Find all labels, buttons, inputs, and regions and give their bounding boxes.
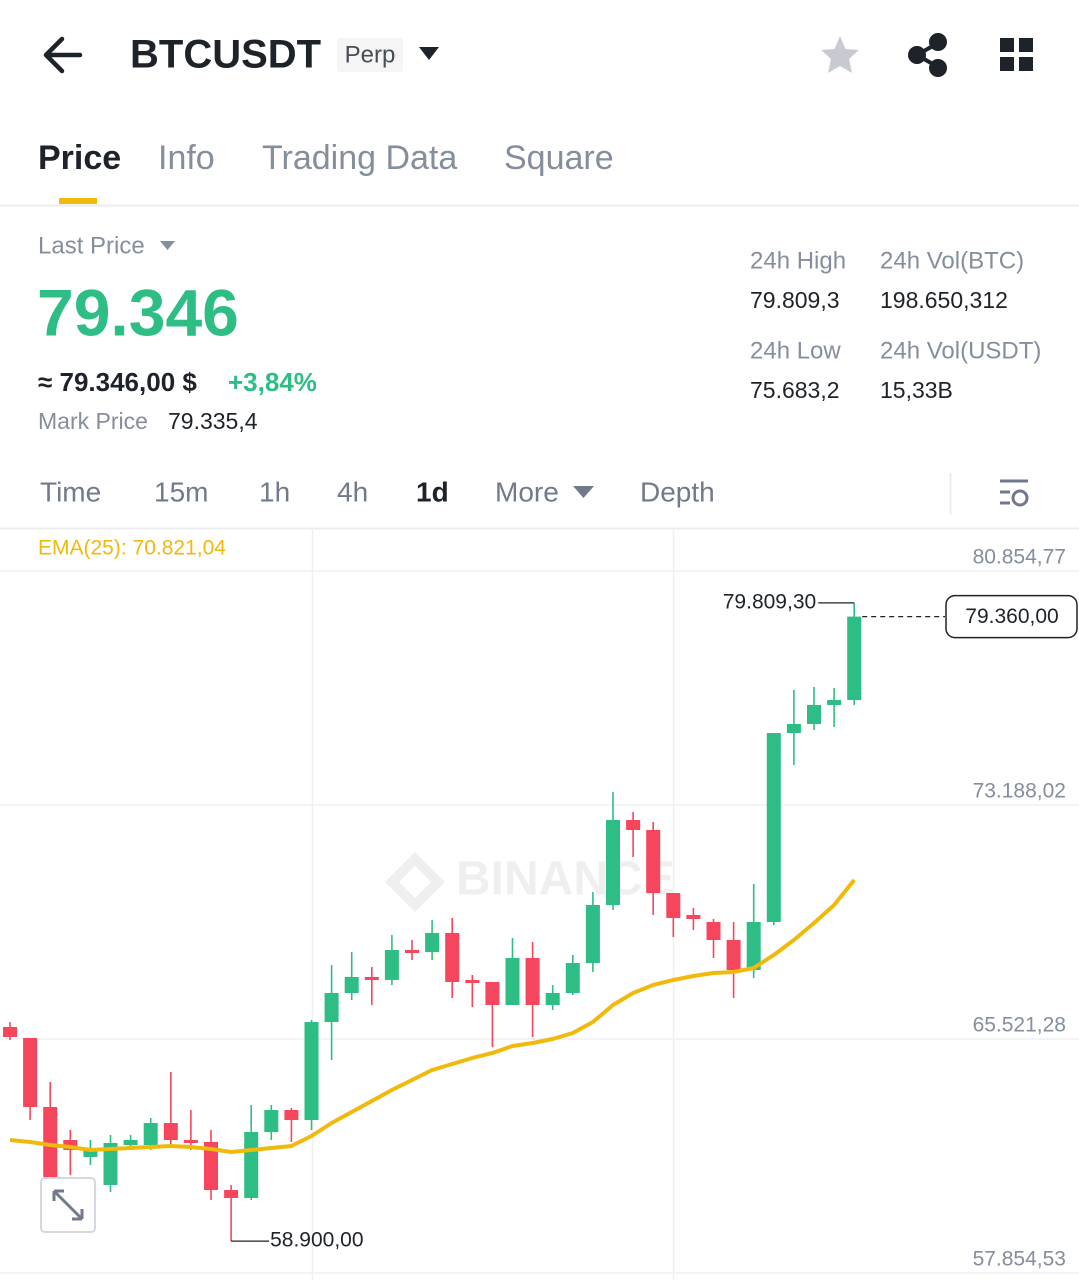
- candle-body: [646, 829, 661, 893]
- menu-button[interactable]: [1000, 38, 1033, 71]
- stat-value: 79.809,3: [750, 287, 840, 313]
- stat-label: 24h Vol(BTC): [880, 247, 1024, 274]
- candle-body: [344, 976, 359, 993]
- candle-body: [425, 933, 440, 952]
- candle-body: [626, 819, 641, 830]
- candle-body: [204, 1141, 218, 1190]
- candle-body: [324, 992, 339, 1023]
- stat-value: 198.650,312: [880, 287, 1008, 313]
- candle-body: [3, 1026, 17, 1037]
- tab[interactable]: Info: [158, 139, 215, 177]
- favorite-button[interactable]: [821, 36, 859, 73]
- ema-label: EMA(25): 70.821,04: [38, 537, 226, 560]
- watermark: BINANCE: [385, 852, 675, 912]
- candle-body: [585, 904, 600, 963]
- candle-body: [264, 1110, 279, 1133]
- symbol-dropdown[interactable]: [419, 47, 439, 60]
- low-label: 58.900,00: [270, 1229, 363, 1252]
- plot: 57.854,53 65.521,28 73.188,02 80.854,77 79.8…: [0, 546, 1079, 1274]
- candle-body: [284, 1110, 299, 1120]
- last-price: 79.346: [37, 275, 239, 349]
- candle-body: [103, 1142, 118, 1185]
- candle-body: [606, 819, 620, 905]
- candle-body: [525, 958, 540, 1006]
- back-button[interactable]: [43, 36, 83, 74]
- candle-body: [163, 1123, 178, 1141]
- share-button[interactable]: [908, 33, 947, 77]
- mark-price: 79.335,4: [168, 408, 258, 434]
- interval[interactable]: More: [495, 476, 559, 507]
- candle-body: [505, 958, 520, 1006]
- candle-body: [706, 921, 721, 940]
- candle-body: [726, 939, 741, 970]
- candle-body: [746, 921, 761, 970]
- y-tick-label: 57.854,53: [973, 1248, 1066, 1271]
- dropdown-caret: [160, 241, 175, 250]
- candle-body: [485, 981, 500, 1006]
- badge: Perp: [345, 41, 396, 68]
- candle-body: [43, 1107, 58, 1177]
- y-tick-label: 73.188,02: [973, 780, 1066, 803]
- candle-body: [847, 616, 862, 701]
- last-price-label[interactable]: Last Price: [38, 232, 145, 259]
- stat-label: 24h High: [750, 247, 846, 274]
- candle-body: [827, 700, 842, 705]
- candle-body: [183, 1140, 198, 1143]
- candle-body: [786, 723, 801, 734]
- candle-body: [244, 1132, 259, 1198]
- candle-body: [686, 914, 701, 919]
- candle-body: [304, 1022, 319, 1120]
- candle-body: [384, 950, 399, 980]
- more-caret: [573, 486, 594, 498]
- candle-body: [666, 892, 681, 918]
- approx-price: ≈ 79.346,00 $: [38, 367, 197, 397]
- interval[interactable]: Time: [40, 476, 101, 507]
- interval[interactable]: 4h: [337, 476, 368, 507]
- stat-label: 24h Low: [750, 337, 841, 364]
- candle-body: [23, 1038, 38, 1108]
- candle-body: [445, 933, 460, 982]
- chart-settings[interactable]: [1000, 479, 1029, 507]
- watermark-text: BINANCE: [456, 853, 675, 906]
- tab[interactable]: Trading Data: [262, 139, 457, 177]
- tab[interactable]: Square: [504, 139, 614, 177]
- candle-body: [123, 1140, 138, 1146]
- last-price-label: 79.360,00: [965, 605, 1058, 628]
- tab-indicator: [59, 198, 97, 204]
- y-tick-label: 80.854,77: [973, 546, 1066, 569]
- candle-body: [807, 704, 821, 724]
- stat-value: 75.683,2: [750, 377, 840, 403]
- candle-body: [565, 962, 580, 993]
- interval[interactable]: 15m: [154, 476, 208, 507]
- candle-body: [364, 976, 379, 980]
- ema-line: [9, 878, 856, 1154]
- stat-value: 15,33B: [880, 377, 953, 403]
- y-tick-label: 65.521,28: [973, 1014, 1066, 1037]
- candle-body: [405, 950, 419, 953]
- interval[interactable]: 1d: [416, 476, 449, 507]
- price-change: +3,84%: [228, 367, 317, 397]
- candle-body: [224, 1189, 239, 1198]
- candle-body: [83, 1149, 98, 1158]
- stat-label: 24h Vol(USDT): [880, 337, 1041, 364]
- candle-body: [143, 1123, 158, 1146]
- high-label: 79.809,30: [723, 590, 816, 613]
- interval[interactable]: Depth: [640, 476, 715, 507]
- tab[interactable]: Price: [38, 139, 121, 177]
- candle-body: [465, 979, 480, 984]
- badge-bg: [337, 38, 403, 72]
- candle-body: [545, 992, 560, 1006]
- mark-price-label: Mark Price: [38, 408, 148, 434]
- interval[interactable]: 1h: [259, 476, 290, 507]
- expand-button[interactable]: [40, 1177, 96, 1233]
- candle-body: [766, 733, 781, 922]
- last-price-box: [945, 594, 1078, 639]
- symbol: BTCUSDT: [130, 33, 321, 77]
